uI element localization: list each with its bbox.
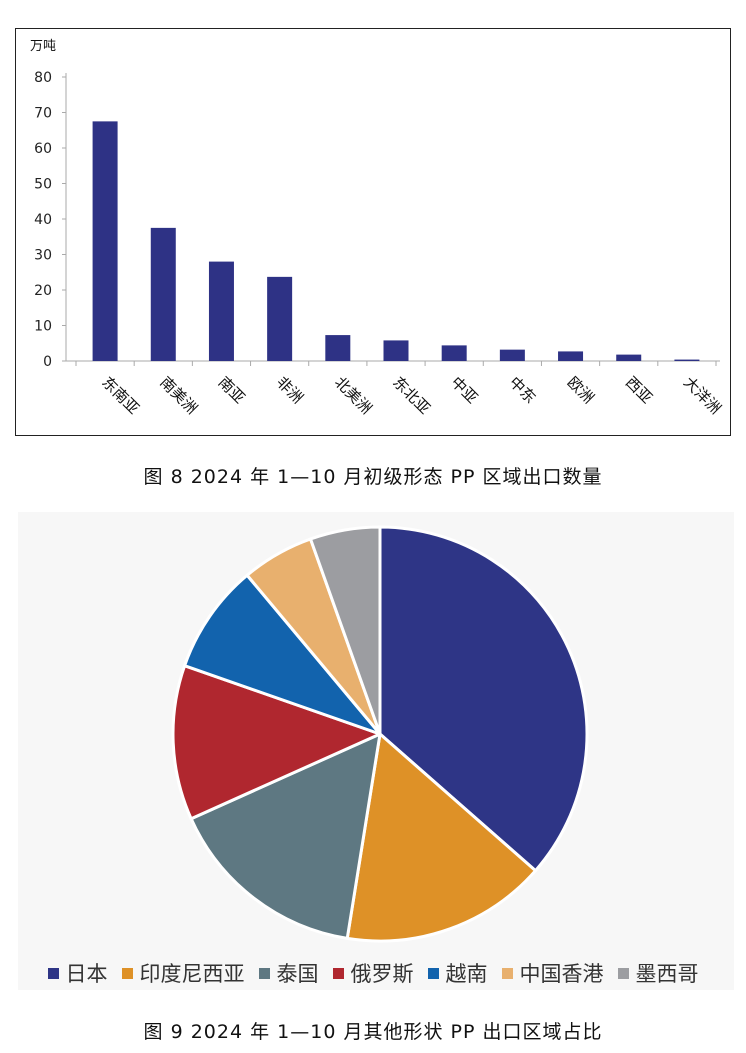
legend-label: 俄罗斯 (350, 962, 414, 986)
y-tick-label: 20 (34, 283, 52, 299)
x-tick-label: 东北亚 (389, 373, 434, 418)
legend-swatch (258, 967, 270, 979)
y-tick-label: 30 (34, 248, 52, 264)
pie-chart-panel (18, 512, 734, 990)
bar (267, 276, 293, 361)
x-tick-label: 中东 (506, 373, 540, 407)
x-tick-label: 中亚 (447, 373, 481, 407)
legend-swatch (332, 967, 344, 979)
legend-swatch (47, 967, 59, 979)
y-tick-label: 80 (34, 70, 52, 86)
pie-slice (183, 573, 382, 736)
legend-item: 越南 (427, 958, 488, 988)
bar-chart-caption: 图 8 2024 年 1—10 月初级形态 PP 区域出口数量 (143, 466, 603, 488)
legend-item: 印度尼西亚 (121, 958, 245, 988)
pie-slice (171, 664, 382, 821)
legend-item: 日本 (47, 958, 108, 988)
legend-swatch (501, 967, 513, 979)
y-tick-label: 70 (34, 106, 52, 122)
legend-label: 中国香港 (519, 962, 604, 986)
pie-slice (189, 732, 382, 940)
bar (383, 340, 409, 361)
pie-slice (309, 525, 382, 736)
pie-chart-caption: 图 9 2024 年 1—10 月其他形状 PP 出口区域占比 (143, 1021, 603, 1043)
bar-chart-frame: 万吨 0 10 20 30 40 50 60 70 80 东南亚 南美洲 南亚 非洲 北美洲 东北亚 中亚 中东欧… (15, 28, 731, 436)
y-tick-label: 0 (43, 354, 52, 370)
legend-swatch (427, 967, 439, 979)
legend-item: 中国香港 (501, 958, 604, 988)
pie-legend: 日本 印度尼西亚 泰国 俄罗斯 越南 中国香港 墨西哥 (0, 958, 746, 988)
legend-label: 墨西哥 (635, 962, 699, 986)
bar (208, 261, 234, 361)
y-axis-label: 万吨 (30, 39, 56, 54)
bar (441, 345, 467, 361)
x-tick-label: 东南亚 (98, 373, 143, 418)
legend-item: 俄罗斯 (332, 958, 414, 988)
x-tick-label: 北美洲 (331, 373, 376, 418)
legend-label: 日本 (65, 962, 108, 986)
legend-swatch (121, 967, 133, 979)
bar (674, 359, 700, 361)
pie-slice (378, 525, 589, 873)
y-tick-label: 50 (34, 177, 52, 193)
x-tick-label: 南美洲 (156, 373, 201, 418)
legend-label: 越南 (445, 962, 488, 986)
bar (558, 351, 584, 361)
bar (92, 121, 118, 361)
y-tick-label: 10 (34, 319, 52, 335)
y-tick-label: 60 (34, 141, 52, 157)
legend-swatch (617, 967, 629, 979)
x-tick-label: 欧洲 (564, 373, 598, 407)
legend-item: 墨西哥 (617, 958, 699, 988)
bar-chart: 万吨 0 10 20 30 40 50 60 70 80 东南亚 南美洲 南亚 非洲 北美洲 东北亚 中亚 中东欧… (30, 39, 725, 418)
x-tick-label: 南亚 (215, 373, 249, 407)
legend-label: 泰国 (276, 962, 319, 986)
bar (616, 354, 642, 361)
bar (325, 335, 351, 361)
x-tick-label: 大洋洲 (680, 373, 725, 418)
y-tick-label: 40 (34, 212, 52, 228)
legend-label: 印度尼西亚 (139, 962, 245, 986)
legend-item: 泰国 (258, 958, 319, 988)
bar (150, 227, 176, 361)
x-tick-label: 非洲 (273, 373, 307, 407)
bar (499, 349, 525, 361)
pie-chart (171, 525, 589, 943)
x-tick-label: 西亚 (622, 373, 656, 407)
pie-slice (345, 732, 537, 943)
